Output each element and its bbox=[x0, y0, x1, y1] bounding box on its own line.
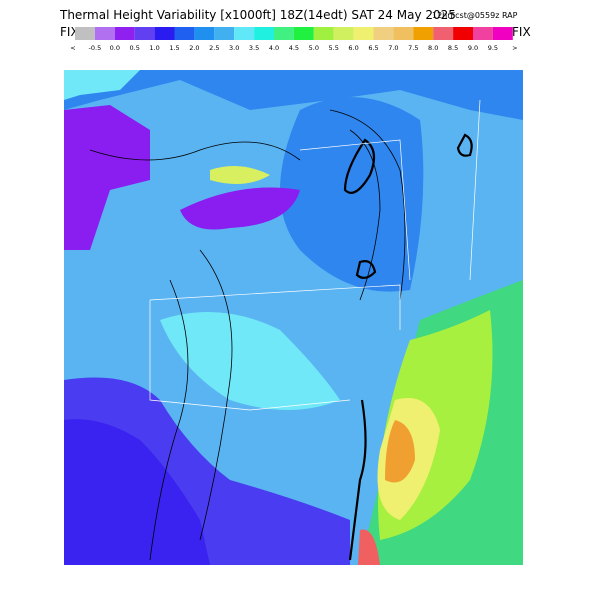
colorbar-label: 5.0 bbox=[309, 44, 319, 52]
color-swatch bbox=[453, 27, 473, 40]
color-swatch bbox=[194, 27, 215, 40]
map bbox=[64, 70, 523, 565]
forecast: 12hrFcst@0559z RAP bbox=[432, 11, 518, 20]
colorbar-label: 6.5 bbox=[368, 44, 378, 52]
colorbar-label: 7.0 bbox=[388, 44, 398, 52]
color-swatch bbox=[373, 27, 394, 40]
colorbar-label: 2.0 bbox=[189, 44, 199, 52]
colorbar-label: 5.5 bbox=[329, 44, 339, 52]
color-swatch bbox=[413, 27, 434, 40]
colorbar-arrow-left: < bbox=[70, 44, 75, 52]
colorbar-label: 4.5 bbox=[289, 44, 299, 52]
color-swatch bbox=[94, 27, 115, 40]
colorbar-label: 6.0 bbox=[348, 44, 358, 52]
fix-right: FIX bbox=[512, 25, 531, 39]
colorbar-label: -0.5 bbox=[89, 44, 102, 52]
colorbar-label: 1.5 bbox=[169, 44, 179, 52]
color-swatch bbox=[492, 27, 513, 40]
color-swatch bbox=[433, 27, 454, 40]
colorbar-label: 1.0 bbox=[149, 44, 159, 52]
fix-left: FIX bbox=[60, 25, 79, 39]
color-swatch bbox=[134, 27, 155, 40]
color-swatch bbox=[114, 27, 135, 40]
color-swatch bbox=[333, 27, 354, 40]
color-swatch bbox=[174, 27, 195, 40]
colorbar-arrow-right: > bbox=[512, 44, 517, 52]
title: Thermal Height Variability [x1000ft] 18Z… bbox=[59, 8, 456, 22]
colorbar: -0.5 0.0 0.5 1.0 1.5 2.0 2.5 3.0 3.5 4.0 4.5 5.0 5.5… bbox=[70, 27, 518, 52]
color-swatch bbox=[353, 27, 374, 40]
colorbar-label: 9.5 bbox=[488, 44, 498, 52]
color-swatch bbox=[234, 27, 255, 40]
colorbar-label: 4.0 bbox=[269, 44, 279, 52]
colorbar-label: 0.0 bbox=[110, 44, 120, 52]
color-swatch bbox=[393, 27, 414, 40]
color-swatch bbox=[154, 27, 175, 40]
color-swatch bbox=[473, 27, 493, 40]
colorbar-label: 2.5 bbox=[209, 44, 219, 52]
color-swatch bbox=[293, 27, 314, 40]
colorbar-label: 0.5 bbox=[130, 44, 140, 52]
colorbar-label: 7.5 bbox=[408, 44, 418, 52]
color-swatch bbox=[274, 27, 294, 40]
color-swatch bbox=[75, 27, 95, 40]
colorbar-label: 3.0 bbox=[229, 44, 239, 52]
color-swatch bbox=[214, 27, 235, 40]
colorbar-label: 8.5 bbox=[448, 44, 458, 52]
colorbar-label: 8.0 bbox=[428, 44, 438, 52]
colorbar-label: 3.5 bbox=[249, 44, 259, 52]
color-swatch bbox=[254, 27, 274, 40]
color-swatch bbox=[313, 27, 334, 40]
colorbar-label: 9.0 bbox=[468, 44, 478, 52]
